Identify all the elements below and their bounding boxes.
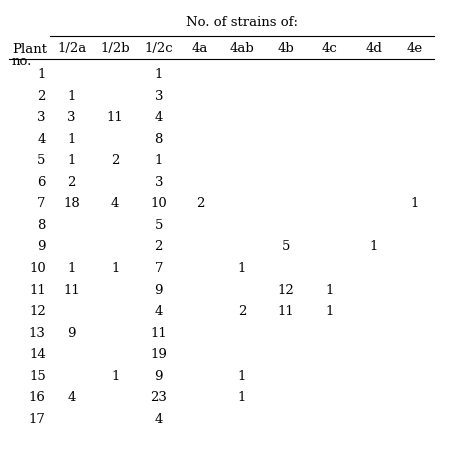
Text: 5: 5 xyxy=(37,154,46,167)
Text: 11: 11 xyxy=(29,284,46,296)
Text: 4c: 4c xyxy=(322,42,338,55)
Text: 1: 1 xyxy=(238,370,246,382)
Text: 1: 1 xyxy=(369,240,378,253)
Text: Plant: Plant xyxy=(12,43,47,55)
Text: 2: 2 xyxy=(37,90,46,103)
Text: 1: 1 xyxy=(155,68,163,81)
Text: 4b: 4b xyxy=(278,42,295,55)
Text: 8: 8 xyxy=(155,133,163,146)
Text: 4: 4 xyxy=(111,197,119,210)
Text: 6: 6 xyxy=(37,176,46,189)
Text: 4: 4 xyxy=(155,413,163,425)
Text: 14: 14 xyxy=(29,348,46,361)
Text: 15: 15 xyxy=(29,370,46,382)
Text: 4ab: 4ab xyxy=(229,42,255,55)
Text: 1: 1 xyxy=(410,197,419,210)
Text: 4a: 4a xyxy=(192,42,208,55)
Text: 23: 23 xyxy=(150,391,167,404)
Text: 1/2c: 1/2c xyxy=(145,42,173,55)
Text: 2: 2 xyxy=(155,240,163,253)
Text: 9: 9 xyxy=(155,370,163,382)
Text: 4: 4 xyxy=(37,133,46,146)
Text: 5: 5 xyxy=(155,219,163,232)
Text: 3: 3 xyxy=(37,111,46,124)
Text: 4d: 4d xyxy=(365,42,382,55)
Text: 19: 19 xyxy=(150,348,167,361)
Text: 3: 3 xyxy=(155,176,163,189)
Text: 7: 7 xyxy=(37,197,46,210)
Text: 4: 4 xyxy=(67,391,76,404)
Text: 1: 1 xyxy=(37,68,46,81)
Text: no.: no. xyxy=(12,55,32,68)
Text: 7: 7 xyxy=(155,262,163,275)
Text: 9: 9 xyxy=(37,240,46,253)
Text: 2: 2 xyxy=(238,305,246,318)
Text: 1: 1 xyxy=(238,391,246,404)
Text: 11: 11 xyxy=(107,111,124,124)
Text: 4: 4 xyxy=(155,305,163,318)
Text: 17: 17 xyxy=(29,413,46,425)
Text: 1/2a: 1/2a xyxy=(57,42,86,55)
Text: 10: 10 xyxy=(150,197,167,210)
Text: 1: 1 xyxy=(155,154,163,167)
Text: 4e: 4e xyxy=(407,42,423,55)
Text: 13: 13 xyxy=(29,327,46,339)
Text: 1: 1 xyxy=(67,90,76,103)
Text: 10: 10 xyxy=(29,262,46,275)
Text: 2: 2 xyxy=(196,197,204,210)
Text: 1: 1 xyxy=(67,133,76,146)
Text: 12: 12 xyxy=(29,305,46,318)
Text: 18: 18 xyxy=(63,197,80,210)
Text: 8: 8 xyxy=(37,219,46,232)
Text: 9: 9 xyxy=(67,327,76,339)
Text: 11: 11 xyxy=(278,305,295,318)
Text: 1: 1 xyxy=(111,370,119,382)
Text: 2: 2 xyxy=(67,176,76,189)
Text: 3: 3 xyxy=(155,90,163,103)
Text: 11: 11 xyxy=(150,327,167,339)
Text: 2: 2 xyxy=(111,154,119,167)
Text: 11: 11 xyxy=(63,284,80,296)
Text: 9: 9 xyxy=(155,284,163,296)
Text: 1/2b: 1/2b xyxy=(100,42,130,55)
Text: 4: 4 xyxy=(155,111,163,124)
Text: 1: 1 xyxy=(238,262,246,275)
Text: 1: 1 xyxy=(67,262,76,275)
Text: 3: 3 xyxy=(67,111,76,124)
Text: 1: 1 xyxy=(111,262,119,275)
Text: 16: 16 xyxy=(29,391,46,404)
Text: 1: 1 xyxy=(326,305,334,318)
Text: No. of strains of:: No. of strains of: xyxy=(186,16,298,29)
Text: 1: 1 xyxy=(326,284,334,296)
Text: 12: 12 xyxy=(278,284,295,296)
Text: 5: 5 xyxy=(282,240,291,253)
Text: 1: 1 xyxy=(67,154,76,167)
